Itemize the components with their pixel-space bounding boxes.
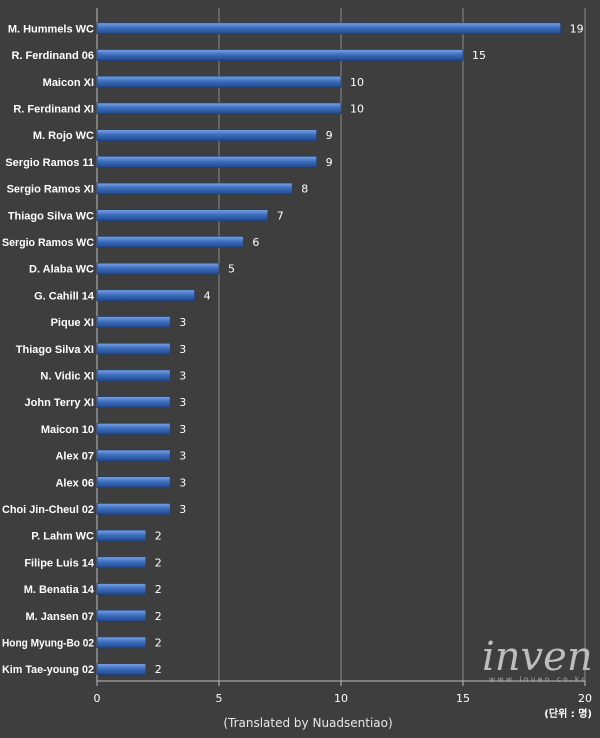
x-tick-label: 0: [94, 692, 101, 705]
value-label: 8: [301, 183, 308, 196]
bar: [96, 609, 147, 622]
value-label: 9: [326, 129, 333, 142]
bar: [96, 503, 171, 515]
category-label: P. Lahm WC: [31, 531, 94, 543]
category-label: N. Vidic XI: [40, 370, 94, 382]
value-label: 3: [179, 343, 186, 356]
value-labels: 19 15 10 10 9 9 8 7 6 5 4 3 3 3 3 3 3 3 3 2 2 2 2 2 2: [155, 22, 584, 676]
bar: [96, 449, 171, 462]
value-label: 2: [155, 556, 162, 569]
translation-credit: (Translated by Nuadsentiao): [223, 716, 392, 730]
inven-logo-text: inven: [482, 634, 593, 680]
x-tick-label: 10: [334, 692, 348, 705]
value-label: 10: [350, 76, 364, 89]
bars: [96, 22, 561, 675]
bar: [96, 369, 171, 382]
category-label: Thiago Silva WC: [8, 210, 94, 222]
bar: [96, 342, 171, 355]
bar: [96, 262, 220, 275]
value-label: 3: [179, 450, 186, 463]
category-label: D. Alaba WC: [29, 264, 94, 276]
bar: [96, 529, 147, 542]
value-label: 3: [179, 476, 186, 489]
category-labels: M. Hummels WC R. Ferdinand 06 Maicon XI R. …: [2, 23, 95, 676]
bar: [96, 476, 171, 489]
bar: [96, 102, 342, 115]
category-label: Sergio Ramos XI: [7, 184, 94, 196]
bar: [96, 75, 342, 88]
category-label: R. Ferdinand XI: [13, 103, 94, 115]
grid-lines: [218, 8, 586, 681]
x-tick-label: 15: [456, 692, 470, 705]
bar: [96, 129, 317, 141]
bar: [96, 156, 317, 168]
category-label: Maicon 10: [41, 424, 94, 436]
value-label: 4: [204, 289, 211, 302]
category-label: M. Rojo WC: [33, 130, 94, 142]
value-label: 3: [179, 396, 186, 409]
bar: [96, 209, 269, 222]
bar: [96, 49, 464, 61]
category-label: Thiago Silva XI: [16, 344, 94, 356]
category-label: Pique XI: [51, 317, 94, 329]
value-label: 6: [252, 236, 259, 249]
bar: [96, 663, 147, 675]
bar: [96, 316, 171, 328]
bar: [96, 182, 293, 195]
bar: [96, 423, 171, 435]
bar: [96, 289, 195, 302]
x-tick-label: 20: [578, 692, 592, 705]
value-label: 2: [155, 530, 162, 543]
category-label: M. Hummels WC: [8, 23, 94, 35]
inven-url-text: w w w . i n v e n . c o . k r: [489, 675, 586, 684]
value-label: 2: [155, 663, 162, 676]
value-label: 3: [179, 503, 186, 516]
category-label: Maicon XI: [43, 77, 94, 89]
bar: [96, 396, 171, 408]
category-label: Alex 06: [55, 477, 94, 489]
category-label: Choi Jin-Cheul 02: [2, 504, 94, 516]
category-label: Alex 07: [55, 451, 94, 463]
unit-label: (단위 : 명): [544, 707, 592, 720]
category-label: Hong Myung-Bo 02: [2, 637, 94, 649]
value-label: 3: [179, 316, 186, 329]
value-label: 2: [155, 610, 162, 623]
category-label: M. Benatia 14: [24, 584, 95, 596]
category-label: Kim Tae-young 02: [2, 664, 94, 676]
category-label: G. Cahill 14: [34, 290, 95, 302]
bar: [96, 236, 244, 248]
value-label: 9: [326, 156, 333, 169]
value-label: 15: [472, 49, 486, 62]
x-tick-label: 5: [216, 692, 223, 705]
inven-watermark: inven w w w . i n v e n . c o . k r: [482, 634, 593, 684]
category-label: Sergio Ramos WC: [2, 237, 94, 249]
category-label: Sergio Ramos 11: [5, 157, 94, 169]
value-label: 3: [179, 369, 186, 382]
value-label: 3: [179, 423, 186, 436]
value-label: 7: [277, 209, 284, 222]
category-label: R. Ferdinand 06: [11, 50, 94, 62]
value-label: 10: [350, 102, 364, 115]
value-label: 19: [570, 22, 584, 35]
bar: [96, 583, 147, 595]
category-label: M. Jansen 07: [26, 611, 94, 623]
x-tick-labels: 0 5 10 15 20: [94, 692, 593, 705]
bar: [96, 636, 147, 649]
value-label: 2: [155, 583, 162, 596]
category-label: John Terry XI: [25, 397, 94, 409]
value-label: 2: [155, 636, 162, 649]
value-label: 5: [228, 263, 235, 276]
bar: [96, 22, 561, 35]
category-label: Filipe Luis 14: [24, 557, 95, 569]
bar: [96, 556, 147, 569]
